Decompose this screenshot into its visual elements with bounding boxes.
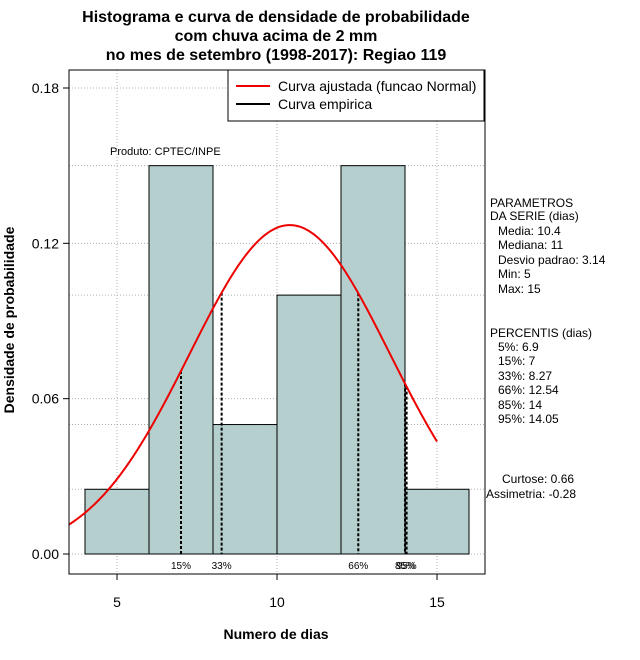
params-title: PARAMETROS (490, 196, 573, 210)
percentil-95: 95%: 14.05 (498, 412, 559, 426)
x-tick-label: 5 (113, 594, 121, 610)
param-mediana: Mediana: 11 (498, 238, 563, 252)
param-media: Media: 10.4 (498, 224, 561, 238)
percentile-label: 95% (397, 561, 417, 572)
produto-annotation: Produto: CPTEC/INPE (110, 146, 221, 158)
param-min: Min: 5 (498, 267, 531, 281)
x-axis-label: Numero de dias (223, 626, 328, 642)
percentil-15: 15%: 7 (498, 354, 536, 368)
histogram-bar (276, 294, 342, 555)
chart-title-line-3: no mes de setembro (1998-2017): Regiao 1… (106, 47, 447, 64)
x-tick-label: 15 (429, 594, 445, 610)
curtose: Curtose: 0.66 (502, 472, 574, 486)
y-tick-label: 0.00 (32, 546, 59, 562)
percentile-label: 66% (348, 561, 368, 572)
histogram-bars (84, 165, 470, 555)
legend-normal-label: Curva ajustada (funcao Normal) (278, 78, 476, 94)
y-axis-label: Densidade de probabilidade (1, 226, 17, 413)
x-tick-label: 10 (269, 594, 285, 610)
percentile-label: 33% (212, 561, 232, 572)
chart-title-line-2: com chuva acima de 2 mm (175, 28, 378, 45)
legend: Curva ajustada (funcao Normal) Curva emp… (227, 69, 485, 122)
legend-empirical-label: Curva empirica (278, 96, 372, 112)
percentil-33: 33%: 8.27 (498, 369, 552, 383)
percentil-5: 5%: 6.9 (498, 340, 539, 354)
param-max: Max: 15 (498, 282, 541, 296)
histogram-bar (84, 488, 150, 555)
axes: 0.00 0.06 0.12 0.18 5 10 15 (32, 80, 445, 610)
percentile-lines: 15% 33% 66% 85%95% (171, 292, 417, 572)
histogram-bar (340, 165, 406, 555)
assimetria: Assimetria: -0.28 (486, 487, 576, 501)
y-tick-label: 0.06 (32, 391, 59, 407)
percentis-title: PERCENTIS (dias) (490, 326, 592, 340)
percentile-label: 85% (395, 561, 415, 572)
chart-title-line-1: Histograma e curva de densidade de proba… (82, 9, 470, 26)
percentil-85: 85%: 14 (498, 398, 542, 412)
y-tick-label: 0.12 (32, 235, 59, 251)
histogram-bar (212, 424, 278, 555)
normal-curve-layer (68, 224, 438, 526)
normal-fit-curve (68, 224, 438, 526)
stats-panel: PARAMETROS DA SERIE (dias) Media: 10.4 M… (486, 196, 606, 501)
histogram-bar (404, 488, 470, 555)
histogram-bar (148, 165, 214, 555)
percentil-66: 66%: 12.54 (498, 383, 559, 397)
percentile-label: 15% (171, 561, 191, 572)
y-tick-label: 0.18 (32, 80, 59, 96)
params-subtitle: DA SERIE (dias) (490, 209, 579, 223)
legend-box (227, 69, 485, 122)
param-desvio: Desvio padrao: 3.14 (498, 253, 606, 267)
